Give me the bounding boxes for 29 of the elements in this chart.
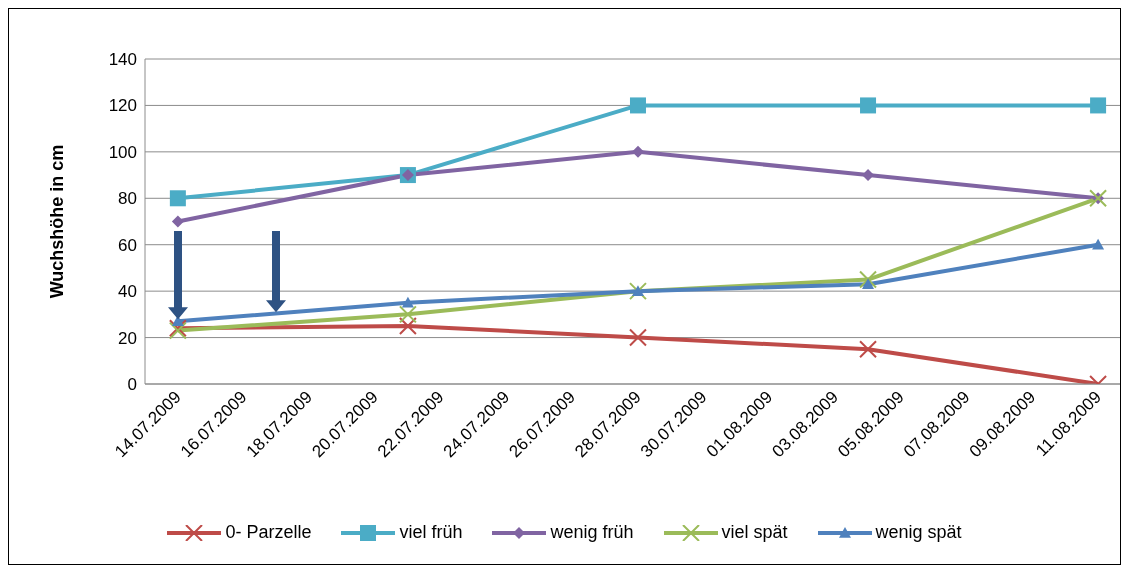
legend-label: wenig früh [550, 522, 634, 543]
point [1092, 238, 1105, 250]
point [628, 328, 647, 347]
y-tick-label: 100 [108, 142, 137, 162]
point [631, 285, 644, 296]
point [628, 282, 647, 301]
y-tick-label: 60 [118, 235, 137, 255]
y-tick-label: 120 [108, 96, 137, 116]
point [401, 296, 414, 308]
point [398, 316, 417, 335]
point [398, 305, 417, 324]
point [860, 97, 877, 114]
y-tick-label: 140 [108, 50, 137, 70]
y-tick-label: 80 [118, 189, 137, 209]
point [859, 340, 878, 359]
legend-label: wenig spät [875, 522, 962, 543]
legend-label: viel früh [399, 522, 463, 543]
point [1090, 97, 1107, 114]
y-tick-label: 0 [127, 375, 137, 395]
point [862, 278, 875, 289]
point [171, 215, 184, 228]
point [859, 270, 878, 289]
y-tick-label: 40 [118, 282, 137, 302]
y-axis-title: Wuchshöhe in cm [47, 144, 68, 299]
point [169, 190, 186, 207]
point [629, 97, 646, 114]
y-tick-label: 20 [118, 328, 137, 348]
legend-label: viel spät [721, 522, 788, 543]
legend-label: 0- Parzelle [225, 522, 312, 543]
